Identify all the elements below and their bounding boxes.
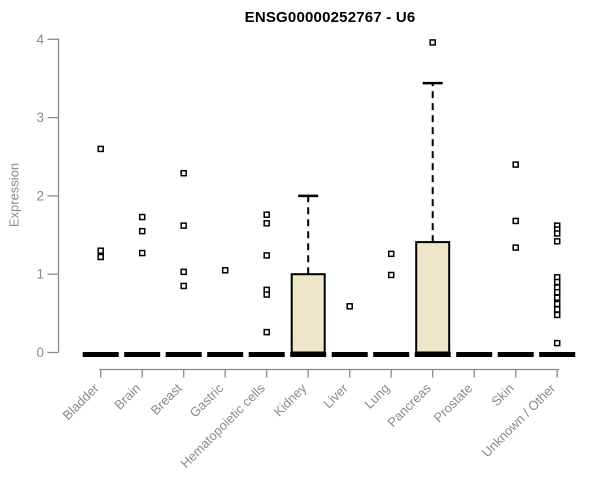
- x-tick-label: Breast: [148, 380, 185, 417]
- outlier-point: [553, 230, 561, 237]
- outlier-point: [387, 271, 395, 279]
- outlier-point: [263, 252, 270, 259]
- outlier-point: [512, 161, 519, 168]
- outlier-point: [553, 278, 561, 286]
- outlier-point: [512, 244, 519, 251]
- x-tick-label: Prostate: [430, 381, 475, 426]
- y-tick-label: 2: [36, 188, 44, 203]
- outlier-point: [553, 238, 561, 245]
- outlier-point: [180, 282, 187, 290]
- outlier-point: [512, 217, 519, 225]
- x-tick-label: Gastric: [187, 380, 227, 420]
- chart-title: ENSG00000252767 - U6: [244, 9, 416, 26]
- y-tick-label: 3: [36, 110, 44, 125]
- outlier-point: [553, 288, 561, 296]
- outlier-point: [263, 328, 270, 336]
- outlier-point: [553, 311, 561, 319]
- outlier-point: [553, 339, 561, 347]
- y-tick-label: 0: [36, 345, 44, 360]
- outlier-point: [263, 220, 270, 227]
- outlier-point: [97, 145, 104, 153]
- outlier-point: [553, 300, 561, 308]
- outlier-point: [180, 169, 187, 177]
- outlier-point: [553, 306, 561, 313]
- x-tick-label: Lung: [361, 381, 392, 412]
- x-tick-label: Bladder: [60, 380, 103, 423]
- outlier-point: [138, 227, 146, 235]
- x-tick-label: Skin: [488, 381, 516, 409]
- y-tick-label: 1: [36, 267, 44, 282]
- x-tick-label: Pancreas: [384, 380, 434, 430]
- outlier-point: [263, 211, 270, 218]
- outlier-point: [387, 250, 395, 258]
- outlier-point: [346, 303, 353, 310]
- x-tick-label: Liver: [320, 380, 351, 411]
- outlier-point: [180, 268, 187, 276]
- outlier-point: [97, 253, 104, 261]
- box-rect: [290, 273, 326, 354]
- x-tick-label: Kidney: [271, 380, 310, 419]
- outlier-point: [553, 294, 561, 301]
- box-rect: [415, 241, 451, 354]
- outlier-point: [180, 222, 187, 229]
- outlier-point: [263, 291, 270, 298]
- x-tick-label: Brain: [111, 381, 143, 413]
- y-tick-label: 4: [36, 32, 44, 47]
- outlier-point: [221, 267, 229, 274]
- outlier-point: [138, 249, 146, 257]
- outlier-point: [138, 213, 146, 221]
- outlier-point: [97, 247, 104, 254]
- x-tick-label: Unknown / Other: [479, 380, 559, 460]
- outlier-point: [429, 39, 436, 46]
